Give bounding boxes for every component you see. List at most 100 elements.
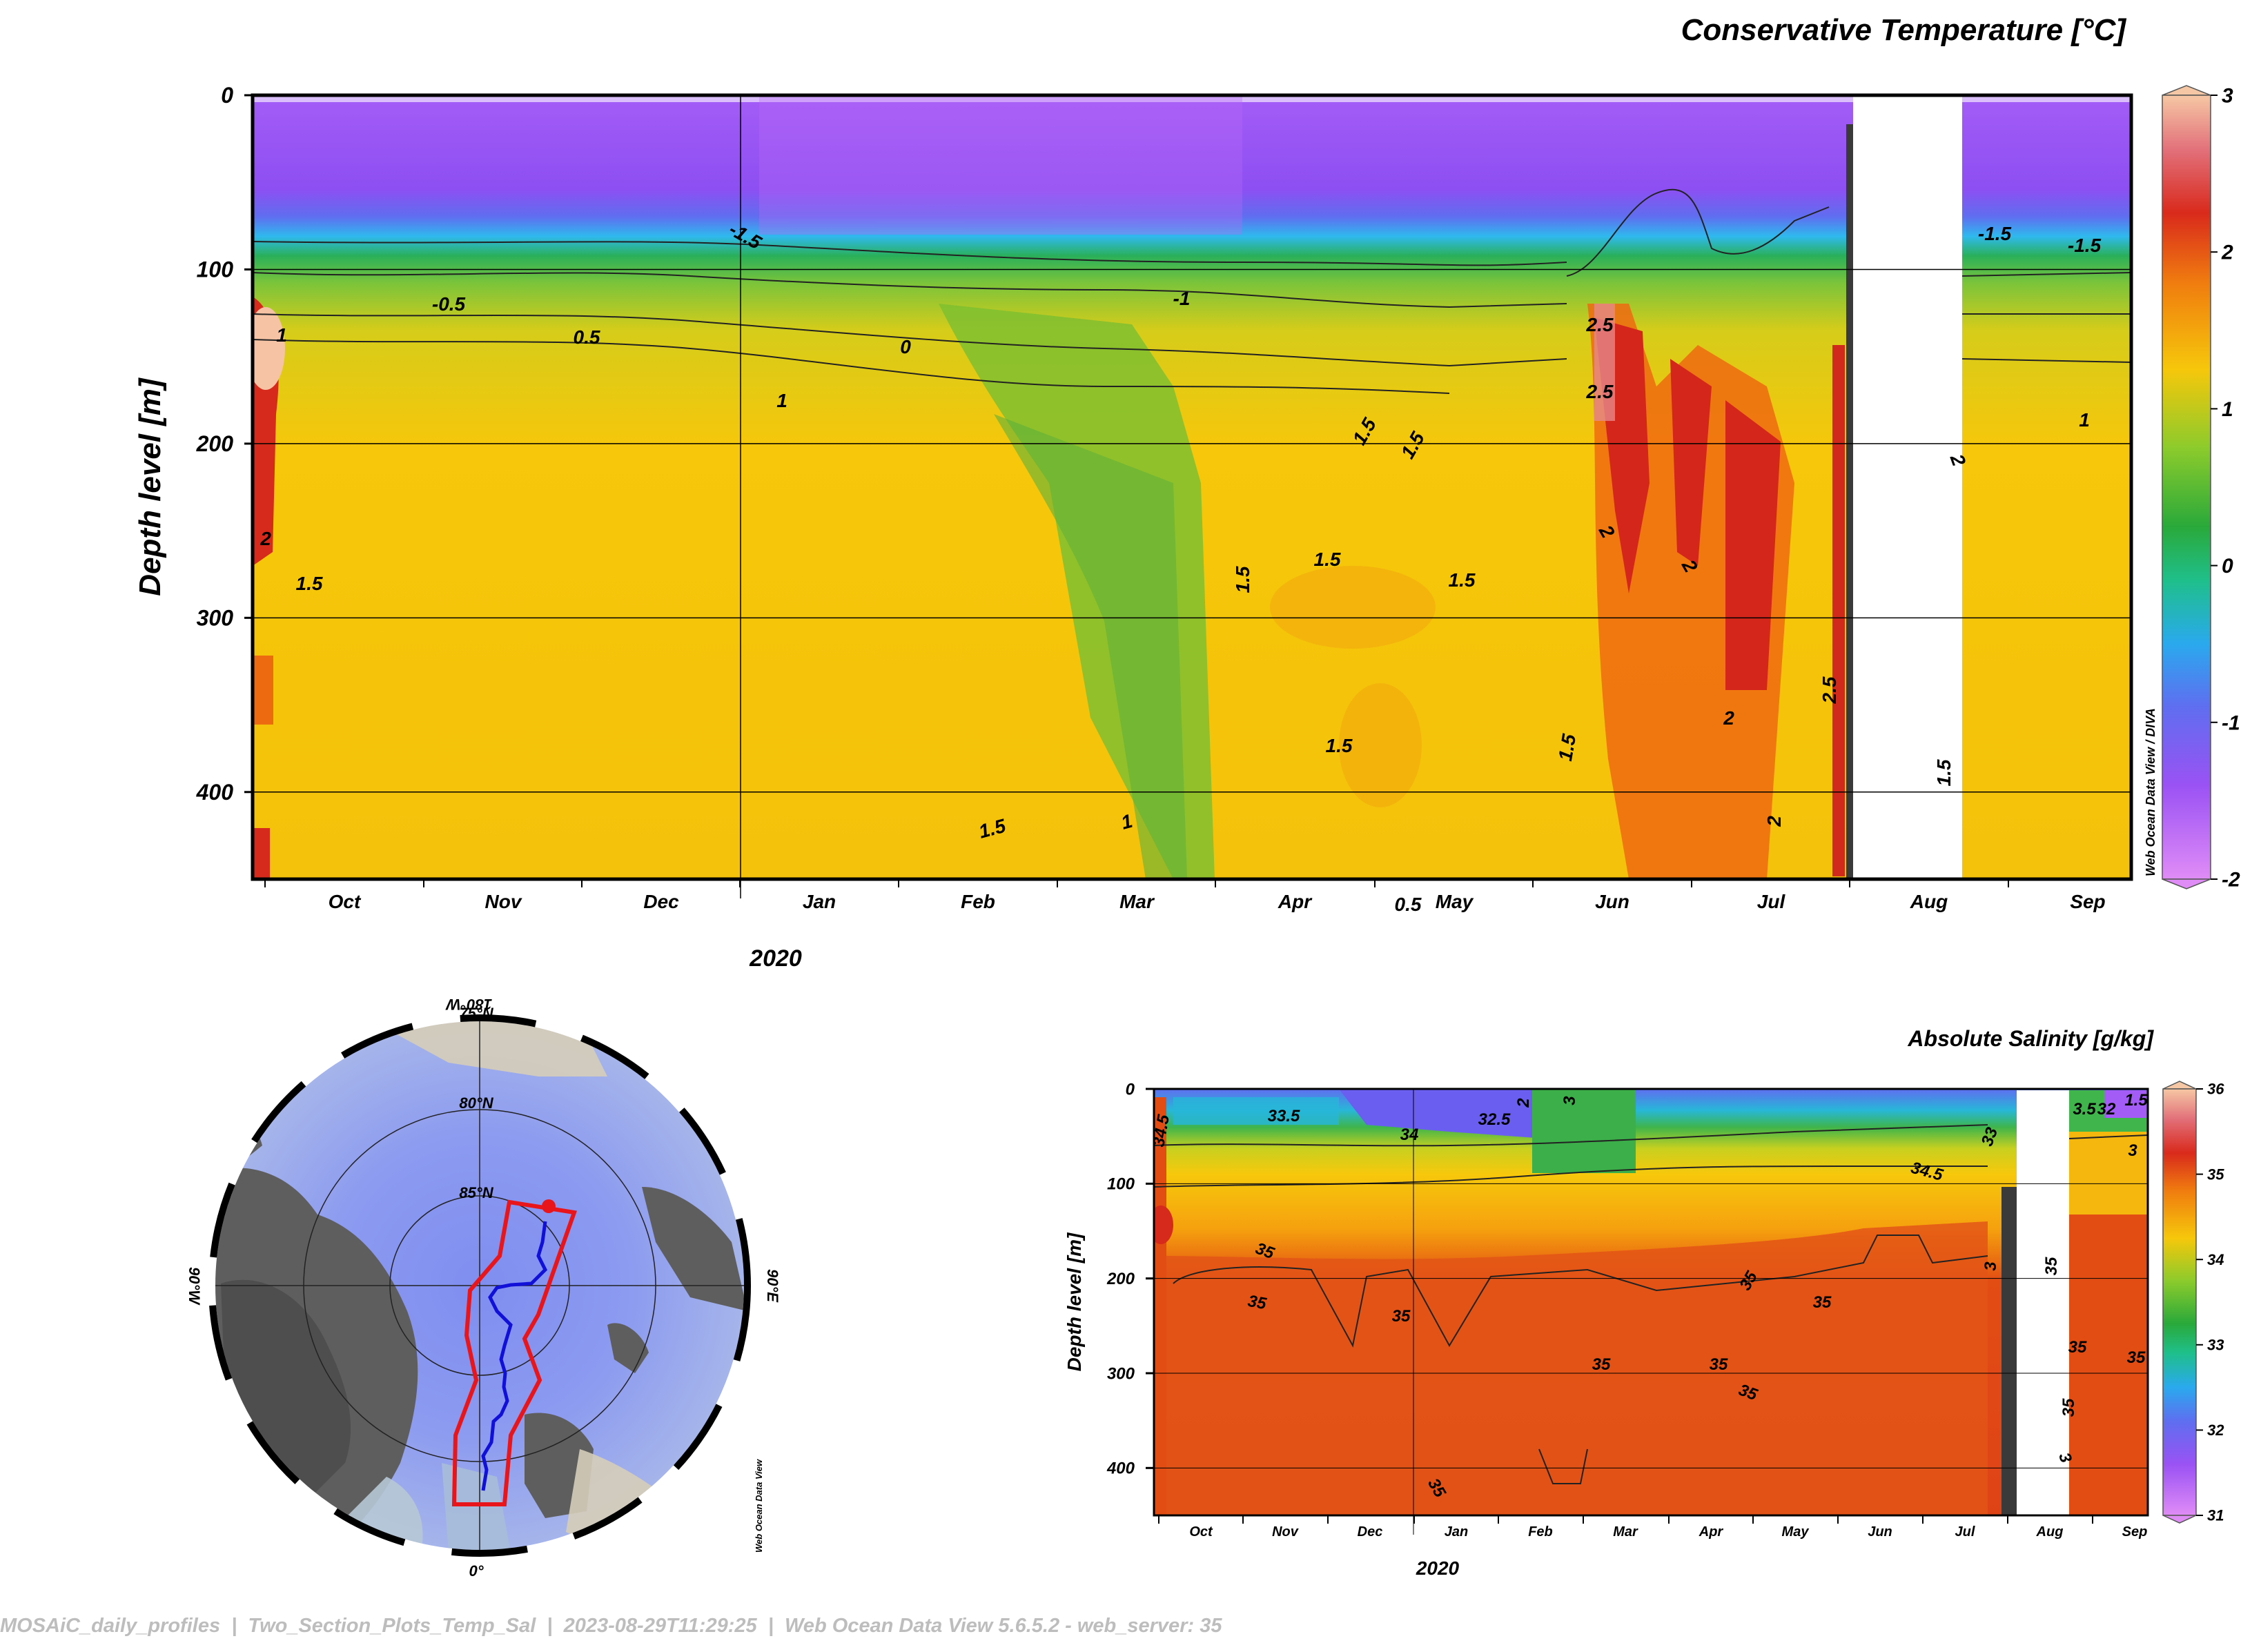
sal-colorbar-label: 33 [2207,1337,2224,1354]
map-lon-180w: 180°W [445,996,493,1013]
sal-contour-label: 35 [2127,1348,2146,1367]
temp-contour-label: 1 [2079,409,2090,431]
temp-contour-label: 1.5 [1554,732,1580,763]
temp-ytick-label: 400 [196,780,234,805]
temperature-yticks: 0 100 200 300 400 [196,83,253,805]
temp-contour-label: 1.5 [1314,549,1341,570]
temp-contour-label: 1 [1119,810,1135,834]
temperature-colorbar [2162,85,2211,889]
salinity-yticks: 0 100 200 300 400 [1106,1080,1154,1478]
temp-contour-label: -1.5 [2068,235,2102,256]
temp-contour-label: 1.5 [1933,759,1955,786]
temp-contour-label: 2.5 [1586,381,1614,402]
temp-ytick-label: 200 [196,431,234,456]
temp-colorbar-label: 1 [2222,398,2233,421]
sal-contour-label: 35 [1592,1355,1611,1374]
map-lon-90e: 90°E [764,1269,781,1303]
salinity-gridlines [1154,1089,2148,1535]
salinity-colorbar [2162,1081,2197,1524]
temp-ytick-label: 300 [197,606,234,631]
temp-contour-label: 1 [276,324,287,346]
sal-colorbar-label: 31 [2207,1507,2224,1524]
sal-month-label-apr: Apr [1699,1524,1724,1540]
sal-ytick-label: 100 [1107,1175,1135,1194]
map-lat-85: 85°N [459,1184,493,1201]
sal-contour-label: 33.5 [1268,1107,1300,1125]
temp-contour-label: 2 [260,528,271,549]
temp-month-label-aug: Aug [1910,891,1948,912]
temp-month-label-jul: Jul [1757,891,1786,912]
map-credit: Web Ocean Data View [754,1459,764,1553]
temperature-colorbar-ticks: -2 -1 0 1 2 3 [2211,85,2240,892]
sal-contour-label: 32.5 [1478,1110,1511,1129]
sal-contour-label: 3 [2128,1141,2137,1160]
sal-contour-label: 35 [2042,1257,2061,1275]
temperature-ylabel: Depth level [m] [133,377,167,596]
temp-colorbar-label: 3 [2222,85,2233,108]
salinity-plot [1154,1089,2148,1515]
temp-contour-label: -0.5 [432,293,466,315]
salinity-colorbar-ticks: 31 32 33 34 35 36 [2196,1081,2224,1524]
map-lon-0: 0° [469,1562,483,1580]
temp-month-label-dec: Dec [643,891,679,912]
temperature-year-label: 2020 [749,945,802,972]
sal-month-label-sep: Sep [2122,1524,2148,1540]
sal-month-label-oct: Oct [1189,1524,1213,1540]
sal-contour-label: 35 [2059,1398,2078,1417]
salinity-ylabel: Depth level [m] [1064,1232,1085,1371]
temp-contour-label: 1.5 [1449,569,1476,591]
map-inset [208,1014,751,1557]
salinity-year-label: 2020 [1416,1557,1460,1579]
map-lon-90w: 90°W [186,1267,203,1306]
temperature-title: Conservative Temperature [°C] [1681,13,2127,47]
sal-month-label-may: May [1782,1524,1810,1540]
temp-contour-label: 2.5 [1819,676,1840,704]
sal-ytick-label: 0 [1126,1080,1135,1099]
temp-contour-label: 1.5 [1326,735,1353,756]
sal-contour-label: 35 [1813,1293,1832,1312]
temp-colorbar-label: 0 [2222,555,2233,578]
sal-contour-label: 34 [1400,1125,1419,1144]
sal-contour-label: 35 [1710,1355,1728,1374]
sal-month-label-aug: Aug [2036,1524,2064,1540]
sal-contour-label: 1.5 [2124,1091,2148,1110]
temperature-month-ticks: Oct Nov Dec Jan Feb Mar Apr May Jun Jul Aug Sep [264,879,2106,912]
sal-colorbar-label: 32 [2207,1422,2224,1439]
temp-colorbar-label: -2 [2222,869,2240,892]
temp-month-label-sep: Sep [2070,891,2105,912]
temp-contour-label: 0.5 [1395,894,1422,915]
map-lat-80: 80°N [459,1094,493,1112]
temp-month-label-jun: Jun [1595,891,1629,912]
sal-month-label-jul: Jul [1955,1524,1975,1540]
sal-month-label-jun: Jun [1868,1524,1892,1540]
sal-month-label-feb: Feb [1528,1524,1553,1540]
temp-month-label-oct: Oct [329,891,362,912]
sal-colorbar-label: 36 [2207,1081,2224,1098]
footer: MOSAiC_daily_profiles | Two_Section_Plot… [0,1615,1222,1637]
temperature-plot-frame [251,93,2133,881]
salinity-title: Absolute Salinity [g/kg] [1907,1026,2154,1051]
sal-contour-label: 3 [1560,1096,1579,1105]
temp-contour-label: 2 [1723,707,1734,729]
sal-ytick-label: 400 [1106,1459,1135,1478]
temp-month-label-mar: Mar [1119,891,1155,912]
temp-ytick-label: 100 [197,257,234,282]
temp-contour-label: -1.5 [1978,223,2012,244]
temp-colorbar-label: 2 [2221,242,2233,264]
temp-contour-label: 2 [1763,816,1785,827]
sal-ytick-label: 200 [1106,1270,1135,1288]
temp-month-label-apr: Apr [1278,891,1313,912]
temp-contour-label: -1 [1173,288,1191,309]
temperature-credit: Web Ocean Data View / DIVA [2144,708,2157,876]
map-lat-75: 75°N [459,1005,493,1022]
temp-contour-label: 0 [900,336,911,357]
temp-month-label-jan: Jan [803,891,836,912]
temperature-plot [253,95,2131,879]
temp-colorbar-label: -1 [2222,711,2240,734]
salinity-plot-frame [1153,1088,2149,1517]
sal-contour-label: 3.5 [2073,1100,2096,1119]
salinity-month-ticks: Oct Nov Dec Jan Feb Mar Apr May Jun Jul Aug Sep [1158,1515,2148,1540]
temp-contour-label: 1.5 [1232,566,1253,593]
